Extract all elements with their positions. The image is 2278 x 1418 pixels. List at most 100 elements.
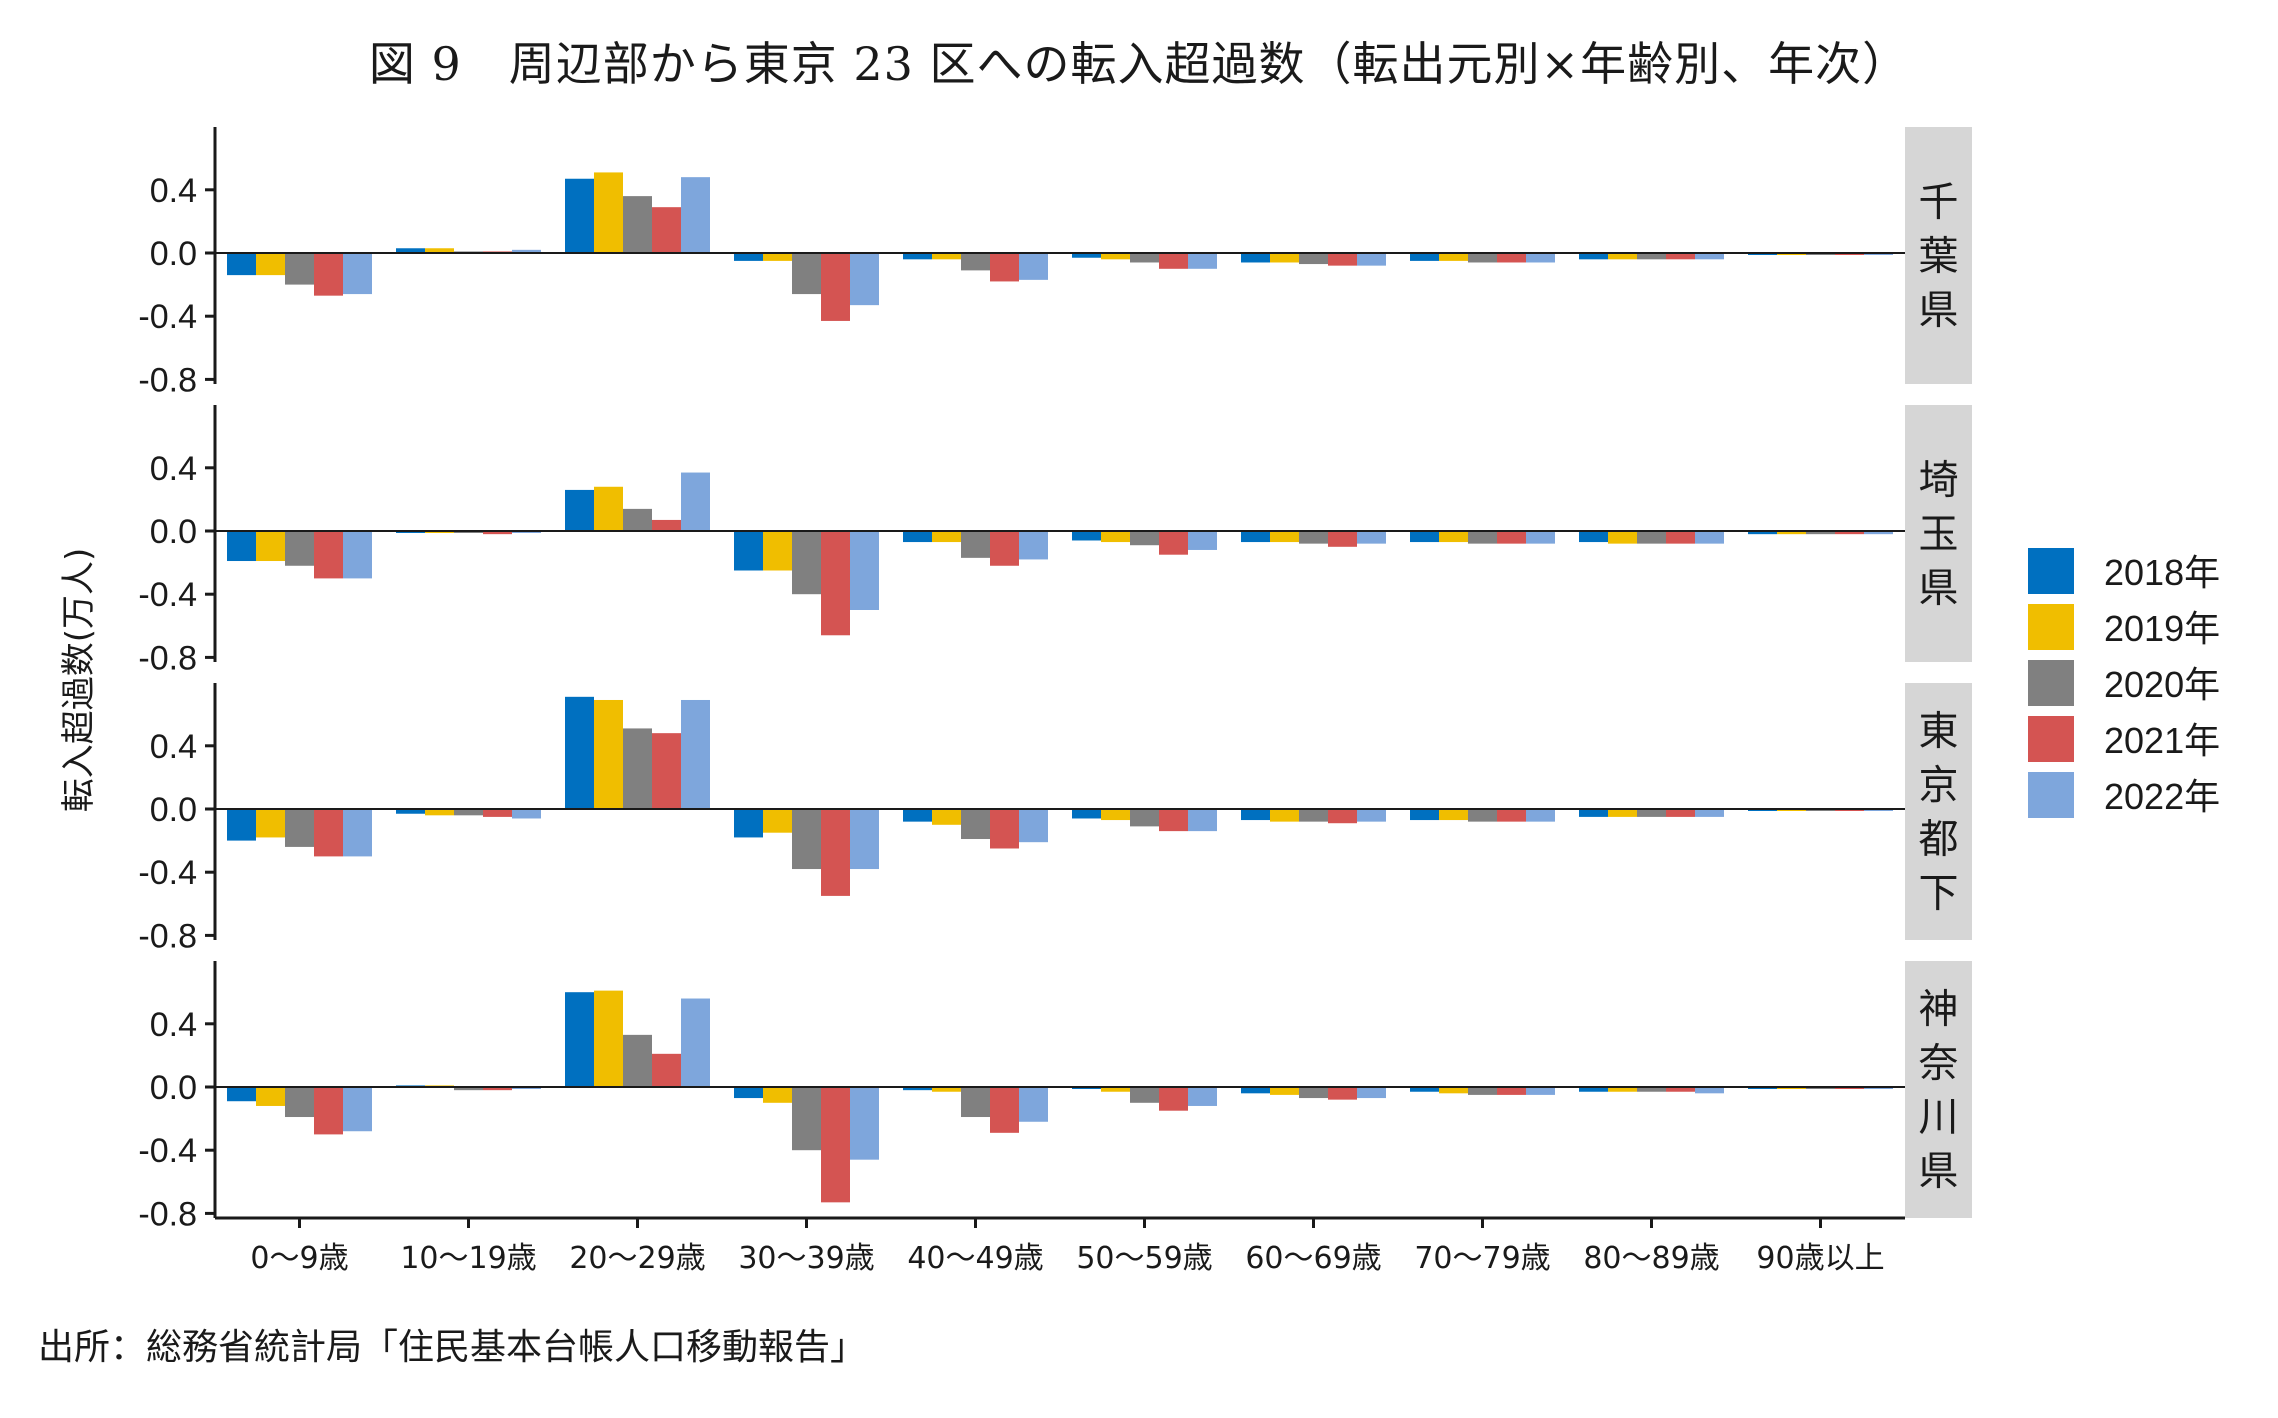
bar-2022年-40～49歳 [1019,1087,1048,1122]
bar-2022年-60～69歳 [1357,253,1386,266]
bar-2020年-60～69歳 [1299,253,1328,265]
bar-2018年-0～9歳 [227,1087,256,1102]
bar-2021年-10～19歳 [483,1087,512,1091]
y-tick-label: 0.4 [150,1006,197,1044]
bar-2021年-70～79歳 [1497,531,1526,544]
legend-swatch [2028,548,2074,594]
bar-2022年-40～49歳 [1019,531,1048,560]
bar-2020年-50～59歳 [1130,531,1159,546]
bar-2022年-50～59歳 [1188,1087,1217,1106]
legend-label: 2022年 [2104,776,2220,817]
x-tick-label: 40～49歳 [907,1241,1043,1276]
bar-2019年-90歳以上 [1777,531,1806,535]
bar-2021年-0～9歳 [314,531,343,579]
bar-2022年-50～59歳 [1188,531,1217,550]
bar-2020年-40～49歳 [961,531,990,558]
bar-2020年-50～59歳 [1130,1087,1159,1103]
bar-2022年-10～19歳 [512,249,541,253]
bar-2021年-80～89歳 [1666,809,1695,817]
bar-2022年-30～39歳 [850,531,879,610]
facet-strip [1905,683,1972,940]
bar-2018年-60～69歳 [1241,531,1270,543]
bar-2021年-30～39歳 [821,253,850,321]
bar-2018年-0～9歳 [227,809,256,841]
bar-2019年-40～49歳 [932,253,961,260]
legend-swatch [2028,660,2074,706]
legend-swatch [2028,772,2074,818]
y-tick-label: -0.4 [138,854,197,892]
facet-strip [1905,961,1972,1218]
bar-2021年-0～9歳 [314,253,343,296]
bar-2019年-30～39歳 [763,253,792,261]
bar-2022年-60～69歳 [1357,809,1386,822]
bar-2021年-60～69歳 [1328,253,1357,266]
bar-2018年-70～79歳 [1410,253,1439,261]
y-tick-label: 0.4 [150,450,197,488]
bar-2021年-0～9歳 [314,809,343,857]
y-tick-label: 0.0 [150,791,197,829]
bar-2018年-20～29歳 [565,489,594,531]
bar-2019年-10～19歳 [425,809,454,816]
bar-2018年-80～89歳 [1579,531,1608,543]
bar-2018年-10～19歳 [396,809,425,814]
bar-2019年-70～79歳 [1439,809,1468,821]
bar-2019年-30～39歳 [763,809,792,833]
facet-strip-label: 東京都下 [1919,709,1959,917]
bar-2022年-20～29歳 [681,998,710,1087]
bar-2021年-80～89歳 [1666,1087,1695,1092]
x-tick-label: 50～59歳 [1076,1241,1212,1276]
bar-2020年-70～79歳 [1468,531,1497,544]
bar-2022年-10～19歳 [512,809,541,819]
bar-2020年-80～89歳 [1637,1087,1666,1092]
y-tick-label: 0.4 [150,172,197,210]
bar-2021年-20～29歳 [652,207,681,253]
bar-2021年-30～39歳 [821,809,850,896]
bar-2021年-40～49歳 [990,1087,1019,1133]
bar-2022年-50～59歳 [1188,253,1217,269]
bar-2022年-70～79歳 [1526,1087,1555,1095]
bar-2018年-30～39歳 [734,531,763,571]
bar-2019年-70～79歳 [1439,531,1468,543]
chart-title: 図 9 周辺部から東京 23 区への転入超過数（転出元別×年齢別、年次） [368,37,1910,91]
bar-2019年-60～69歳 [1270,809,1299,822]
bar-2019年-60～69歳 [1270,1087,1299,1095]
y-tick-label: 0.0 [150,513,197,551]
bar-2018年-80～89歳 [1579,809,1608,817]
bar-2021年-80～89歳 [1666,253,1695,260]
bar-2019年-0～9歳 [256,531,285,562]
bar-2019年-20～29歳 [594,486,623,531]
bar-2020年-30～39歳 [792,531,821,595]
bar-2020年-70～79歳 [1468,1087,1497,1095]
bar-2018年-60～69歳 [1241,809,1270,821]
bar-2021年-80～89歳 [1666,531,1695,544]
bar-2019年-80～89歳 [1608,1087,1637,1092]
bar-2021年-70～79歳 [1497,253,1526,263]
bar-2019年-40～49歳 [932,809,961,825]
bar-2021年-30～39歳 [821,531,850,636]
legend-label: 2018年 [2104,552,2220,593]
bar-2018年-70～79歳 [1410,1087,1439,1092]
facet-strip [1905,127,1972,384]
bar-2019年-60～69歳 [1270,531,1299,543]
bar-2021年-50～59歳 [1159,809,1188,832]
bar-2020年-90歳以上 [1806,531,1835,535]
bar-2020年-40～49歳 [961,809,990,840]
bar-2019年-80～89歳 [1608,253,1637,260]
bar-2020年-50～59歳 [1130,809,1159,827]
bar-2020年-30～39歳 [792,253,821,295]
bar-2020年-60～69歳 [1299,809,1328,822]
bar-2022年-90歳以上 [1864,531,1893,535]
bar-2020年-30～39歳 [792,1087,821,1151]
y-tick-label: 0.0 [150,235,197,273]
y-tick-label: 0.4 [150,728,197,766]
bar-2020年-80～89歳 [1637,809,1666,817]
bar-2019年-40～49歳 [932,1087,961,1092]
bar-2019年-50～59歳 [1101,531,1130,543]
bar-2018年-60～69歳 [1241,253,1270,263]
legend-label: 2020年 [2104,664,2220,705]
bar-2018年-70～79歳 [1410,531,1439,543]
bar-2021年-0～9歳 [314,1087,343,1135]
x-tick-label: 10～19歳 [400,1241,536,1276]
bar-2018年-60～69歳 [1241,1087,1270,1094]
